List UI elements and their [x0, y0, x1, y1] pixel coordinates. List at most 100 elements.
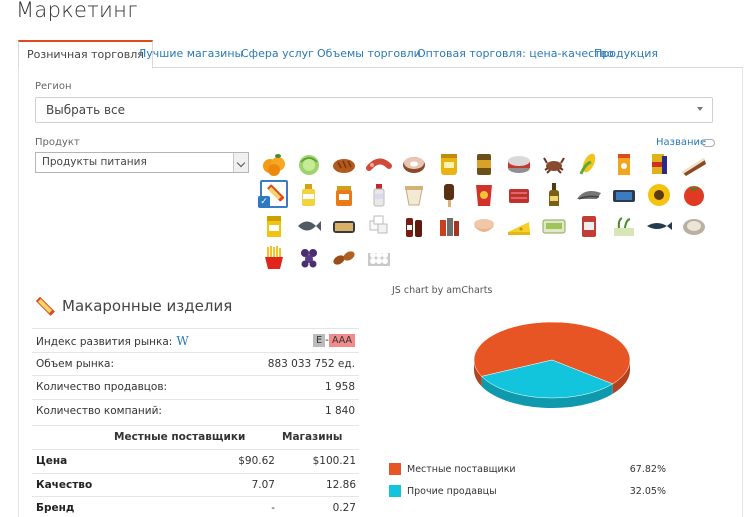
tab-services[interactable]: Сфера услуг: [241, 47, 314, 60]
milk-bottle-icon[interactable]: [365, 181, 393, 209]
cream-cheese-icon[interactable]: [540, 212, 568, 240]
cell-local: -: [271, 502, 275, 514]
chips-icon[interactable]: [470, 181, 498, 209]
yogurt-icon[interactable]: [400, 181, 428, 209]
dropdown-arrow-icon[interactable]: [233, 153, 248, 172]
tab-wholesale[interactable]: Оптовая торговля: цена-качество: [417, 47, 614, 60]
chart-legend: Местные поставщики 67.82% Прочие продавц…: [389, 460, 669, 504]
tab-products[interactable]: Продукция: [594, 47, 658, 60]
product-title: Макаронные изделия: [62, 297, 233, 315]
pepper-box-icon[interactable]: [645, 150, 673, 178]
orange-icon[interactable]: [260, 150, 288, 178]
tab-trade-volumes[interactable]: Объемы торговли: [317, 47, 421, 60]
stat-value: 1 958: [324, 381, 355, 393]
can-red-icon[interactable]: [575, 212, 603, 240]
tab-retail[interactable]: Розничная торговля: [18, 40, 153, 69]
butter-icon[interactable]: [610, 181, 638, 209]
donut-icon[interactable]: [400, 150, 428, 178]
stat-label: Количество продавцов:: [36, 381, 168, 393]
tab-bar: Розничная торговля Лучшие магазины Сфера…: [18, 40, 743, 69]
chevron-down-icon: [697, 107, 703, 111]
crab-icon[interactable]: [540, 150, 568, 178]
seedlings-icon[interactable]: [610, 212, 638, 240]
meat-icon[interactable]: [505, 181, 533, 209]
pie-side-Местные поставщики: [474, 360, 482, 387]
sunflower-icon[interactable]: [645, 181, 673, 209]
rating-badges: E - AAA: [313, 334, 355, 347]
cell-stores: 12.86: [325, 478, 356, 491]
sausage-icon[interactable]: [365, 150, 393, 178]
name-toggle-label[interactable]: Название: [656, 137, 707, 148]
stat-row: Объем рынка: 883 033 752 ед.: [32, 351, 359, 376]
comparison-header: Местные поставщики Магазины: [32, 425, 359, 449]
row-label: Цена: [36, 455, 68, 467]
wine-bottle-icon[interactable]: [540, 181, 568, 209]
rolls-icon[interactable]: [330, 243, 358, 271]
legend-label: Местные поставщики: [407, 464, 516, 475]
stat-value: 1 840: [324, 404, 355, 417]
cheese-icon[interactable]: [505, 212, 533, 240]
ice-cream-icon[interactable]: [435, 181, 463, 209]
rating-badge-aaa: AAA: [328, 334, 355, 347]
grapes-icon[interactable]: [295, 243, 323, 271]
checkmark-icon: ✓: [258, 196, 270, 208]
legend-percent: 32.05%: [629, 486, 666, 497]
tomato-icon[interactable]: [680, 181, 708, 209]
row-label: Качество: [36, 478, 93, 491]
rating-separator: -: [325, 334, 329, 346]
product-select[interactable]: Продукты питания: [35, 152, 249, 173]
product-stats-table: Индекс развития рынка: W E - AAA Объем рынк…: [32, 328, 359, 422]
stat-row: Количество компаний: 1 840: [32, 398, 359, 423]
legend-item[interactable]: Местные поставщики 67.82%: [389, 460, 669, 482]
pie-side-Местные поставщики: [612, 360, 630, 394]
region-select[interactable]: Выбрать все: [35, 97, 713, 123]
chart-credit-link[interactable]: JS chart by amCharts: [392, 285, 493, 296]
sugar-icon[interactable]: [365, 212, 393, 240]
eggs-icon[interactable]: [365, 243, 393, 271]
spices-icon[interactable]: [435, 212, 463, 240]
table-row: Цена $90.62 $100.21: [32, 449, 359, 473]
sauce-bottles-icon[interactable]: [400, 212, 428, 240]
cake-slice-icon[interactable]: [680, 150, 708, 178]
pie-slice-Прочие продавцы[interactable]: [481, 359, 614, 399]
legend-percent: 67.82%: [629, 464, 666, 475]
table-row: Качество 7.07 12.86: [32, 472, 359, 497]
cabbage-icon[interactable]: [295, 150, 323, 178]
can-icon[interactable]: [470, 150, 498, 178]
comparison-table: Местные поставщики Магазины Цена $90.62 …: [32, 425, 359, 517]
juice-icon[interactable]: [610, 150, 638, 178]
pie-slice-Местные поставщики[interactable]: [473, 321, 631, 385]
pie-side-Прочие продавцы: [481, 376, 613, 408]
wikipedia-link-icon[interactable]: W: [176, 334, 189, 348]
fish-icon[interactable]: [295, 212, 323, 240]
beer-icon[interactable]: [260, 212, 288, 240]
region-label: Регион: [35, 81, 72, 92]
stat-label: Объем рынка:: [36, 357, 115, 370]
pastry-icon[interactable]: [470, 212, 498, 240]
corn-icon[interactable]: [575, 150, 603, 178]
oil-bottle-icon[interactable]: [295, 181, 323, 209]
sardines-icon[interactable]: [330, 212, 358, 240]
dark-fish-icon[interactable]: [645, 212, 673, 240]
tab-best-stores[interactable]: Лучшие магазины: [138, 47, 244, 60]
jam-jar-icon[interactable]: [330, 181, 358, 209]
pie-chart: [470, 318, 640, 418]
tin-icon[interactable]: [505, 150, 533, 178]
content-panel: [18, 68, 743, 517]
stat-label: Индекс развития рынка: W: [36, 334, 189, 348]
stat-value: 883 033 752 ед.: [267, 357, 355, 370]
legend-item[interactable]: Прочие продавцы 32.05%: [389, 482, 669, 504]
pasta-icon[interactable]: [260, 180, 288, 208]
stat-row: Количество продавцов: 1 958: [32, 375, 359, 399]
pie-chart-svg: [473, 321, 631, 408]
legend-swatch: [389, 463, 401, 475]
product-select-value: Продукты питания: [42, 156, 147, 168]
name-toggle-switch[interactable]: [702, 139, 715, 147]
bread-icon[interactable]: [330, 150, 358, 178]
fries-icon[interactable]: [260, 243, 288, 271]
honey-jar-icon[interactable]: [435, 150, 463, 178]
rating-badge-e: E: [313, 334, 326, 347]
oyster-icon[interactable]: [680, 212, 708, 240]
cell-stores: 0.27: [332, 502, 356, 514]
salmon-icon[interactable]: [575, 181, 603, 209]
